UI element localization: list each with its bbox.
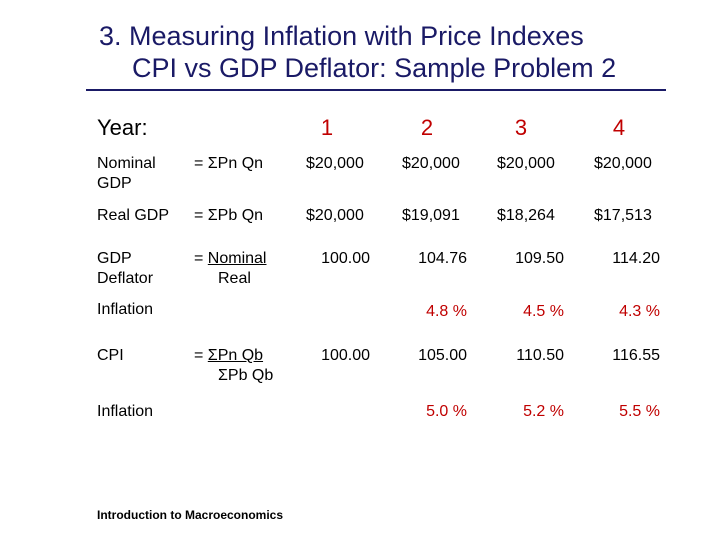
inflation-deflator-y3: 4.5 % <box>523 303 564 320</box>
cpi-y1: 100.00 <box>321 347 370 364</box>
nominal-gdp-y2: $20,000 <box>402 155 460 172</box>
real-gdp-label: Real GDP <box>97 207 170 224</box>
nominal-gdp-label: Nominal GDP <box>97 155 156 192</box>
real-gdp-y3: $18,264 <box>497 207 555 224</box>
title-divider <box>86 89 666 91</box>
cpi-numerator: ΣPn Qb <box>207 347 264 364</box>
inflation-deflator-y4: 4.3 % <box>619 303 660 320</box>
slide-title: 3. Measuring Inflation with Price Indexe… <box>99 20 616 84</box>
gdp-deflator-y1: 100.00 <box>321 250 370 267</box>
inflation-deflator-y2: 4.8 % <box>426 303 467 320</box>
year-label: Year: <box>97 115 148 140</box>
cpi-denominator: ΣPb Qb <box>218 367 274 384</box>
inflation-cpi-y2: 5.0 % <box>426 403 467 420</box>
nominal-gdp-y4: $20,000 <box>594 155 652 172</box>
cpi-y4: 116.55 <box>612 347 660 364</box>
real-gdp-y4: $17,513 <box>594 207 652 224</box>
inflation-deflator-label: Inflation <box>97 301 154 318</box>
nominal-gdp-formula: = ΣPn Qn <box>194 155 264 172</box>
year-3: 3 <box>514 115 528 140</box>
nominal-gdp-y1: $20,000 <box>306 155 364 172</box>
gdp-deflator-formula: = Nominal Real <box>194 250 267 287</box>
year-2: 2 <box>420 115 434 140</box>
real-gdp-formula: = ΣPb Qn <box>194 207 264 224</box>
nominal-gdp-y3: $20,000 <box>497 155 555 172</box>
gdp-deflator-y3: 109.50 <box>515 250 564 267</box>
title-line-1: 3. Measuring Inflation with Price Indexe… <box>99 21 584 51</box>
deflator-denominator: Real <box>218 270 251 287</box>
inflation-cpi-label: Inflation <box>97 403 154 420</box>
real-gdp-y2: $19,091 <box>402 207 460 224</box>
gdp-deflator-y4: 114.20 <box>612 250 660 267</box>
deflator-numerator: Nominal <box>207 250 267 267</box>
gdp-deflator-label: GDP Deflator <box>97 250 154 287</box>
year-4: 4 <box>612 115 626 140</box>
cpi-y3: 110.50 <box>516 347 564 364</box>
footer-text: Introduction to Macroeconomics <box>97 508 284 522</box>
cpi-label: CPI <box>97 347 124 364</box>
title-line-2: CPI vs GDP Deflator: Sample Problem 2 <box>132 53 617 83</box>
cpi-formula: = ΣPn Qb ΣPb Qb <box>194 347 274 384</box>
real-gdp-y1: $20,000 <box>306 207 364 224</box>
cpi-y2: 105.00 <box>418 347 467 364</box>
inflation-cpi-y4: 5.5 % <box>619 403 660 420</box>
year-1: 1 <box>320 115 334 140</box>
gdp-deflator-y2: 104.76 <box>418 250 467 267</box>
inflation-cpi-y3: 5.2 % <box>523 403 564 420</box>
